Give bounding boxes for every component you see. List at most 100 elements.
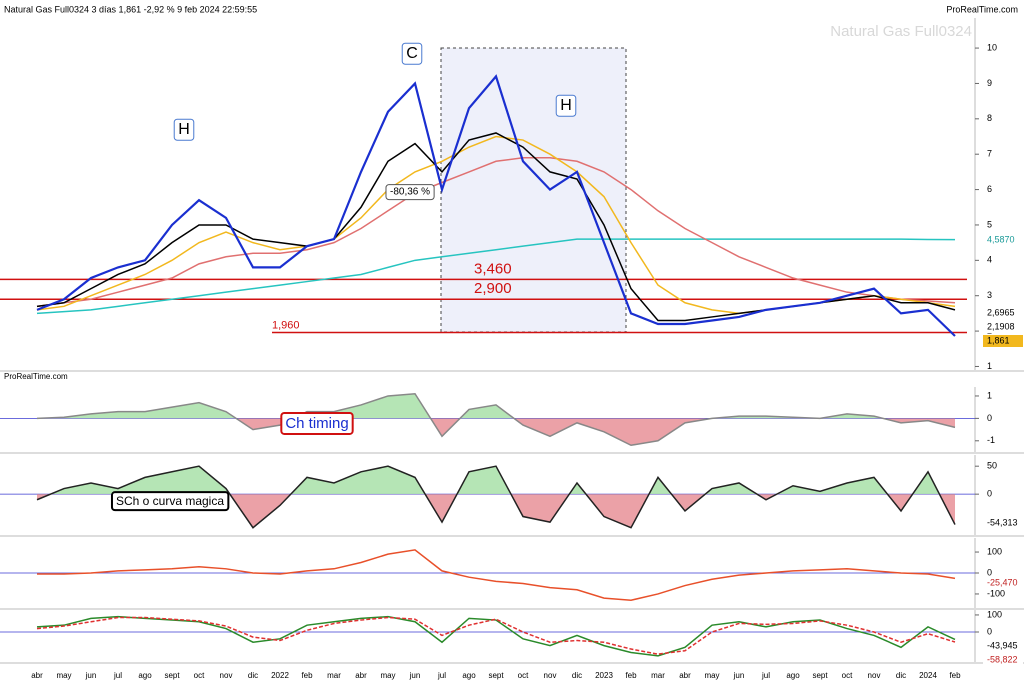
- x-tick-label: dic: [896, 671, 906, 680]
- y-tick-label: 0: [987, 413, 992, 423]
- x-tick-label: may: [56, 671, 71, 680]
- series-line: [36, 156, 956, 308]
- value-label: 2,6965: [987, 307, 1015, 317]
- area-fill: [50, 466, 940, 495]
- annotation: Ch timing: [285, 415, 348, 432]
- value-label-bg: [983, 577, 1023, 589]
- annotation-box: [173, 118, 195, 141]
- value-label: 4,5870: [987, 234, 1015, 244]
- y-tick-label: 3: [987, 290, 992, 300]
- x-tick-label: mar: [327, 671, 341, 680]
- x-tick-label: nov: [868, 671, 881, 680]
- annotation-box: [401, 42, 423, 65]
- annotation: SCh o curva magica: [116, 494, 224, 508]
- y-tick-label: -100: [987, 588, 1005, 598]
- value-label-bg: [983, 335, 1023, 347]
- x-tick-label: 2022: [271, 671, 289, 680]
- y-tick-label: 0: [987, 567, 992, 577]
- y-tick-label: 5: [987, 219, 992, 229]
- source: ProRealTime.com: [4, 372, 68, 381]
- series-line: [36, 615, 956, 657]
- annotation: -80,36 %: [390, 187, 430, 198]
- value-label-bg: [983, 640, 1023, 652]
- value-label-bg: [983, 234, 1023, 246]
- x-tick-label: feb: [301, 671, 313, 680]
- x-tick-label: oct: [518, 671, 529, 680]
- series-line: [36, 616, 956, 655]
- x-tick-label: 2023: [595, 671, 613, 680]
- annotation: C: [406, 45, 418, 62]
- series-line: [36, 465, 956, 529]
- x-tick-label: oct: [194, 671, 205, 680]
- y-tick-label: 0: [987, 626, 992, 636]
- highlight-box: [440, 47, 627, 333]
- x-tick-label: jun: [85, 671, 97, 680]
- value-label-bg: [983, 517, 1023, 529]
- area-fill: [37, 494, 955, 528]
- series-line: [36, 238, 956, 315]
- annotation: H: [178, 121, 190, 138]
- x-tick-label: dic: [572, 671, 582, 680]
- x-tick-label: ago: [786, 671, 800, 680]
- x-tick-label: nov: [220, 671, 233, 680]
- source: ProRealTime.com: [946, 4, 1018, 14]
- x-tick-label: jul: [437, 671, 446, 680]
- x-tick-label: feb: [949, 671, 961, 680]
- x-tick-label: sept: [164, 671, 180, 680]
- y-tick-label: 8: [987, 113, 992, 123]
- x-tick-label: jul: [113, 671, 122, 680]
- x-tick-label: oct: [842, 671, 853, 680]
- value-label: -58,822: [987, 654, 1018, 664]
- x-tick-label: sept: [488, 671, 504, 680]
- y-tick-label: 1: [987, 361, 992, 371]
- x-tick-label: mar: [651, 671, 665, 680]
- x-tick-label: feb: [625, 671, 637, 680]
- x-tick-label: abr: [31, 671, 43, 680]
- x-tick-label: abr: [355, 671, 367, 680]
- value-label-bg: [983, 654, 1023, 666]
- watermark: Natural Gas Full0324: [830, 23, 972, 40]
- x-tick-label: jun: [409, 671, 421, 680]
- x-tick-label: sept: [812, 671, 828, 680]
- series-line: [36, 74, 956, 337]
- y-tick-label: 50: [987, 461, 997, 471]
- area-fill: [236, 418, 955, 446]
- annotation-box: [110, 491, 230, 512]
- annotation: H: [560, 97, 572, 114]
- y-tick-label: 7: [987, 149, 992, 159]
- value-label: -43,945: [987, 640, 1018, 650]
- y-tick-label: 10: [987, 42, 997, 52]
- value-label: -54,313: [987, 517, 1018, 527]
- value-label: 1,861: [987, 335, 1010, 345]
- y-tick-label: 6: [987, 184, 992, 194]
- x-tick-label: jun: [733, 671, 745, 680]
- series-line: [36, 392, 956, 447]
- y-tick-label: 100: [987, 609, 1002, 619]
- chart-title: Natural Gas Full0324 3 días 1,861 -2,92 …: [4, 4, 257, 14]
- x-tick-label: ago: [462, 671, 476, 680]
- annotation-box: [385, 184, 435, 201]
- x-tick-label: nov: [544, 671, 557, 680]
- x-tick-label: dic: [248, 671, 258, 680]
- level-label: 2,900: [474, 280, 512, 297]
- value-label: 2,1908: [987, 321, 1015, 331]
- x-tick-label: ago: [138, 671, 152, 680]
- level-label: 1,960: [272, 319, 300, 331]
- level-label: 3,460: [474, 260, 512, 277]
- y-tick-label: -1: [987, 435, 995, 445]
- value-label-bg: [983, 307, 1023, 319]
- y-tick-label: 9: [987, 78, 992, 88]
- x-tick-label: may: [704, 671, 719, 680]
- y-tick-label: 1: [987, 390, 992, 400]
- x-tick-label: jul: [761, 671, 770, 680]
- y-tick-label: 100: [987, 546, 1002, 556]
- x-tick-label: may: [380, 671, 395, 680]
- value-label: -25,470: [987, 577, 1018, 587]
- x-tick-label: 2024: [919, 671, 937, 680]
- annotation-box: [280, 411, 354, 435]
- value-label-bg: [983, 321, 1023, 333]
- area-fill: [37, 393, 955, 419]
- series-line: [37, 549, 956, 602]
- x-tick-label: abr: [679, 671, 691, 680]
